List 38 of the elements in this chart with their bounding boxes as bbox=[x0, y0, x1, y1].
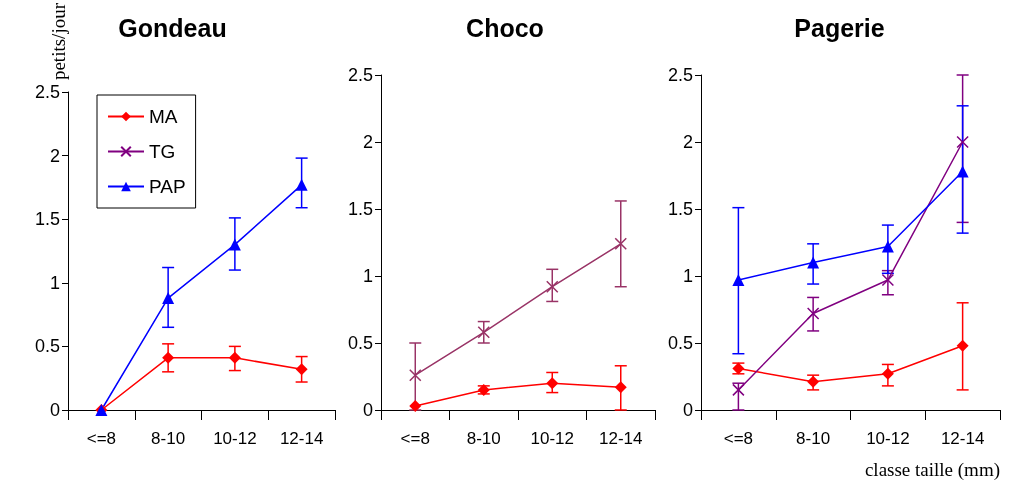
x-tick-label: 12-14 bbox=[940, 429, 985, 448]
x-tick-label: <=8 bbox=[400, 429, 430, 448]
y-tick-label: 2 bbox=[363, 132, 374, 152]
x-tick-label: <=8 bbox=[86, 429, 117, 448]
chart-title: Choco bbox=[466, 13, 544, 42]
chart-title: Gondeau bbox=[118, 13, 227, 42]
y-tick-label: 0 bbox=[363, 400, 374, 420]
x-tick-label: 10-12 bbox=[866, 429, 910, 448]
chart-title: Pagerie bbox=[794, 13, 885, 42]
y-tick-label: 1 bbox=[683, 266, 694, 286]
x-tick-label: 8-10 bbox=[151, 429, 186, 448]
y-tick-label: 1 bbox=[363, 266, 374, 286]
y-tick-label: 0.5 bbox=[34, 336, 60, 357]
y-tick-label: 2.5 bbox=[34, 81, 60, 102]
y-tick-label: 2 bbox=[49, 145, 60, 166]
y-tick-label: 0.5 bbox=[667, 333, 694, 353]
y-tick-label: 2.5 bbox=[347, 65, 374, 85]
x-tick-label: 10-12 bbox=[213, 429, 257, 448]
y-tick-label: 0.5 bbox=[347, 333, 374, 353]
y-tick-label: 1 bbox=[49, 272, 60, 293]
legend-label: TG bbox=[149, 141, 176, 162]
x-tick-label: 12-14 bbox=[599, 429, 643, 448]
y-tick-label: 1.5 bbox=[34, 209, 60, 230]
x-axis-title: classe taille (mm) bbox=[864, 459, 1000, 481]
y-tick-label: 0 bbox=[49, 400, 60, 420]
y-tick-label: 1.5 bbox=[667, 199, 694, 219]
x-tick-label: 8-10 bbox=[796, 429, 831, 448]
x-tick-label: <=8 bbox=[723, 429, 754, 448]
x-tick-label: 12-14 bbox=[279, 429, 324, 448]
y-tick-label: 0 bbox=[683, 400, 694, 420]
y-tick-label: 2.5 bbox=[667, 65, 694, 85]
legend-label: PAP bbox=[149, 176, 186, 197]
y-tick-label: 1.5 bbox=[347, 199, 374, 219]
x-tick-label: 10-12 bbox=[530, 429, 574, 448]
x-tick-label: 8-10 bbox=[466, 429, 501, 448]
y-axis-title: petits/jour bbox=[48, 2, 69, 81]
legend-label: MA bbox=[149, 106, 178, 127]
y-tick-label: 2 bbox=[683, 132, 694, 152]
